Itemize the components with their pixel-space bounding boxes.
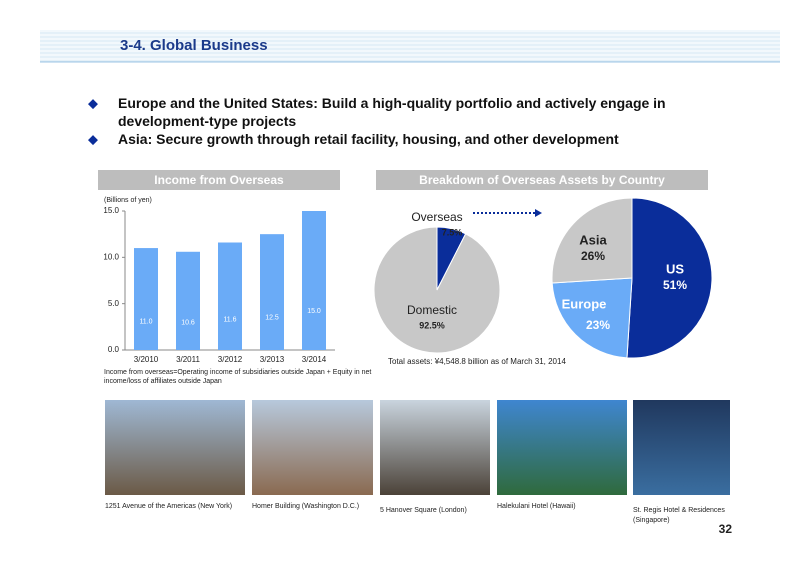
- bar: [218, 242, 242, 350]
- slide-title: 3-4. Global Business: [120, 37, 268, 54]
- value-label: 15.0: [307, 308, 321, 315]
- y-tick-label: 15.0: [103, 206, 119, 215]
- chart-note: Total assets: ¥4,548.8 billion as of Mar…: [388, 357, 566, 366]
- x-tick-label: 3/2013: [260, 355, 285, 364]
- value-label: 11.6: [223, 317, 236, 324]
- x-tick-label: 3/2011: [176, 355, 200, 364]
- page-number: 32: [719, 522, 733, 536]
- axis-label: (Billions of yen): [104, 197, 152, 204]
- y-tick-label: 10.0: [103, 252, 119, 261]
- chart-title: Income from Overseas: [154, 173, 284, 187]
- slice-value: 23%: [586, 318, 610, 332]
- value-label: 10.6: [181, 319, 195, 326]
- x-tick-label: 3/2010: [134, 355, 159, 364]
- slice-label: Europe: [562, 296, 607, 311]
- value-label: 12.5: [265, 314, 279, 321]
- bar: [134, 248, 158, 350]
- x-tick-label: 3/2012: [218, 355, 243, 364]
- slice-label: Asia: [579, 232, 607, 247]
- bullet: Asia: Secure growth through retail facil…: [118, 131, 619, 147]
- slice-label: Domestic: [407, 303, 457, 317]
- photo: [633, 400, 730, 495]
- photo: [380, 400, 490, 495]
- chart-title: Breakdown of Overseas Assets by Country: [419, 173, 665, 187]
- photo-caption: 1251 Avenue of the Americas (New York): [105, 503, 233, 510]
- chart-title-box: [98, 170, 340, 190]
- arrow-head: [535, 209, 542, 217]
- slice-value: 26%: [581, 249, 605, 263]
- slice-value: 7.5%: [442, 227, 463, 237]
- chart-title-box: [376, 170, 708, 190]
- pie-slice: [626, 197, 713, 359]
- bullet-marker: ◆: [88, 95, 98, 110]
- pie-slice: [551, 197, 633, 284]
- y-tick-label: 5.0: [108, 299, 120, 308]
- photo: [497, 400, 627, 495]
- photo: [252, 400, 373, 495]
- bar: [176, 251, 200, 350]
- photo-caption: 5 Hanover Square (London): [380, 507, 467, 514]
- bar: [260, 234, 284, 350]
- photo-caption: Halekulani Hotel (Hawaii): [497, 503, 576, 510]
- photo-caption: Homer Building (Washington D.C.): [252, 503, 360, 510]
- slice-value: 92.5%: [419, 320, 445, 330]
- slice-label: Overseas: [411, 210, 462, 224]
- slice-label: US: [666, 261, 684, 276]
- bullet: Europe and the United States: Build a hi…: [118, 95, 666, 129]
- pie-slice: [551, 277, 633, 359]
- value-label: 11.0: [139, 318, 152, 325]
- pie-slice: [373, 226, 501, 354]
- bar: [302, 211, 326, 350]
- x-tick-label: 3/2014: [302, 355, 327, 364]
- header-band: [40, 30, 780, 62]
- slice-value: 51%: [663, 278, 687, 292]
- y-tick-label: 0.0: [108, 345, 120, 354]
- chart-note: Income from overseas=Operating income of…: [104, 369, 372, 385]
- photo-caption: St. Regis Hotel & Residences (Singapore): [633, 507, 725, 524]
- photo: [105, 400, 245, 495]
- bullet-marker: ◆: [88, 131, 98, 146]
